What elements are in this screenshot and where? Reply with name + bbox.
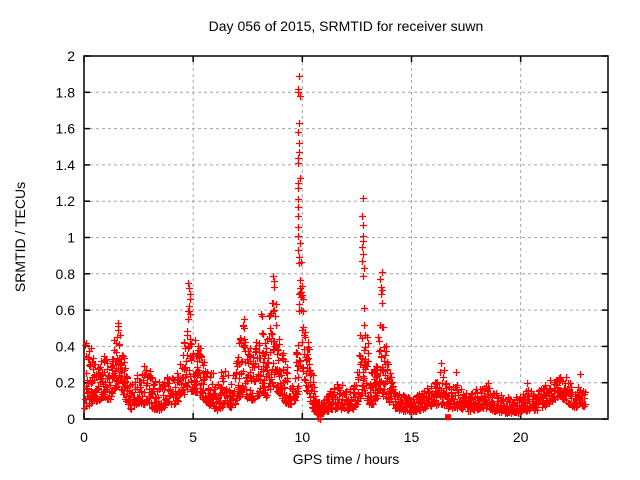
- y-tick-label: 1.2: [56, 193, 76, 209]
- x-tick-label: 5: [189, 429, 197, 445]
- scatter-plus-markers: [81, 73, 589, 423]
- chart-title: Day 056 of 2015, SRMTID for receiver suw…: [209, 18, 484, 34]
- x-tick-label: 15: [404, 429, 420, 445]
- axis-tick-labels: 0 5 10 15 20 0 0.2 0.4 0.6 0.8 1 1.2 1.4 1.6 1.8 2: [56, 48, 529, 445]
- y-tick-label: 1: [67, 230, 75, 246]
- y-tick-label: 1.4: [56, 157, 76, 173]
- overplotted-square-marker: [444, 414, 451, 421]
- y-tick-label: 0.6: [56, 302, 76, 318]
- x-tick-label: 0: [80, 429, 88, 445]
- y-tick-label: 1.8: [56, 84, 76, 100]
- y-tick-label: 1.6: [56, 121, 76, 137]
- y-tick-label: 2: [67, 48, 75, 64]
- data-points: [81, 73, 589, 423]
- y-tick-label: 0.8: [56, 266, 76, 282]
- y-tick-label: 0: [67, 411, 75, 427]
- y-tick-label: 0.4: [56, 338, 76, 354]
- y-tick-label: 0.2: [56, 375, 76, 391]
- x-tick-label: 20: [513, 429, 529, 445]
- y-axis-label: SRMTID / TECUs: [12, 182, 28, 292]
- x-axis-label: GPS time / hours: [293, 451, 400, 467]
- x-tick-label: 10: [295, 429, 311, 445]
